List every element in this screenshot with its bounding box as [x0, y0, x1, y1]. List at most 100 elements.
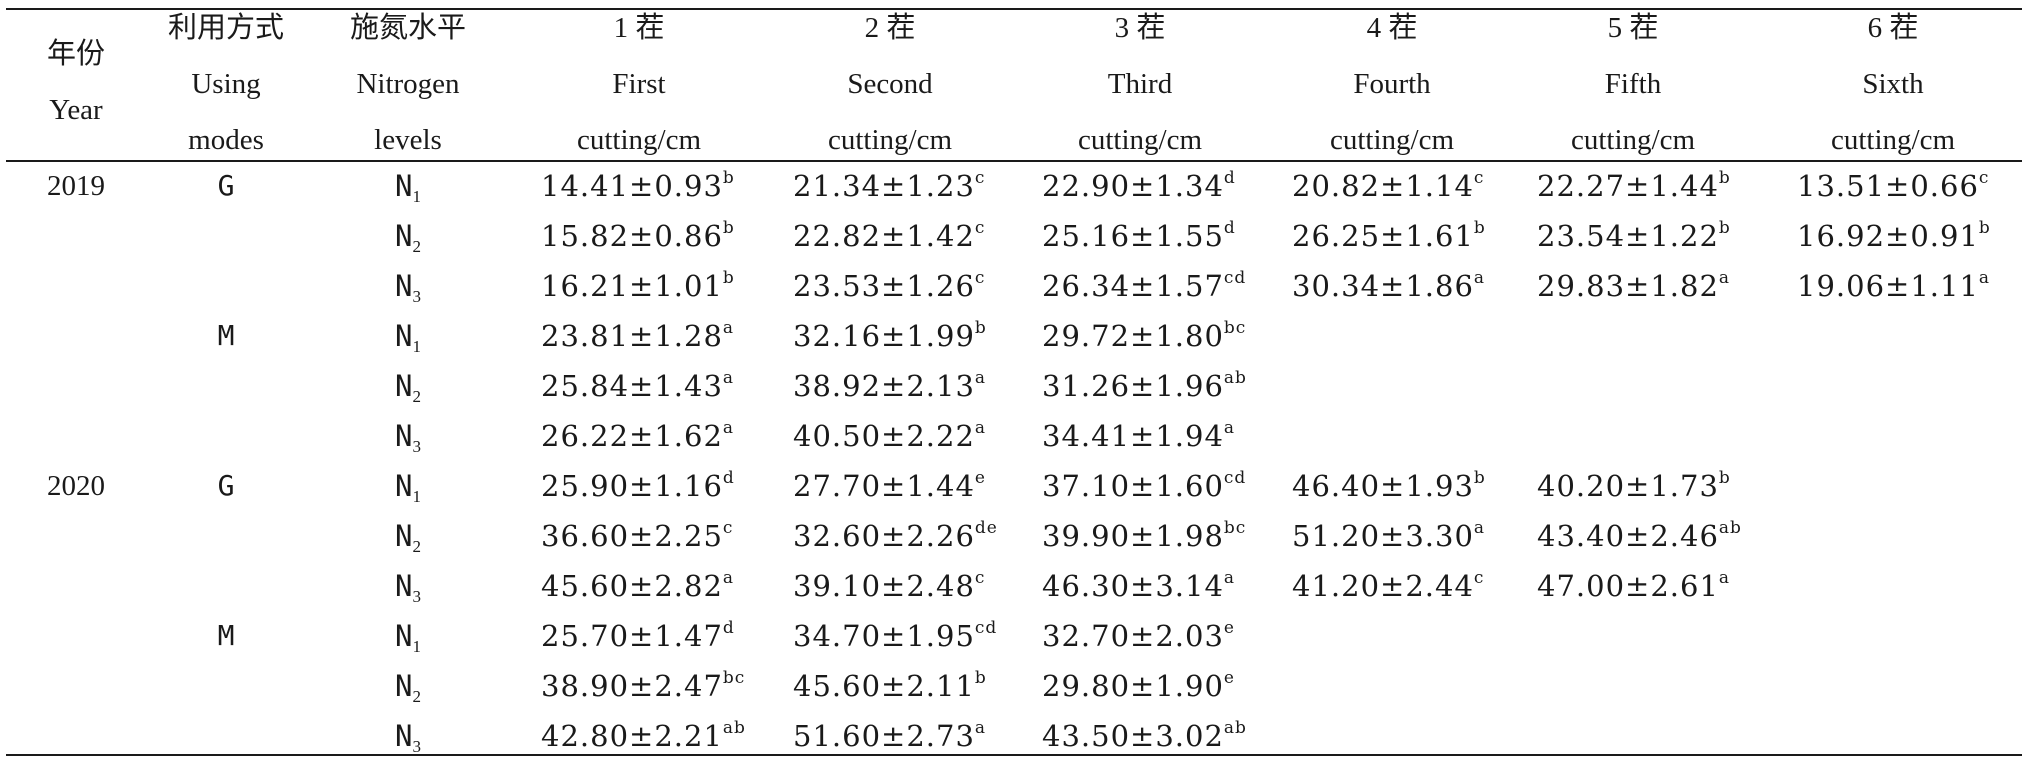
mean-sd-value: 40.20±1.73	[1537, 469, 1719, 503]
value-cell: 21.34±1.23c	[793, 170, 985, 201]
mean-sd-value: 43.40±2.46	[1537, 519, 1719, 553]
nitrogen-level-cell: N1	[395, 319, 421, 356]
mean-sd-value: 51.20±3.30	[1292, 519, 1474, 553]
mean-sd-value: 34.70±1.95	[793, 619, 975, 653]
significance-letter: bc	[722, 668, 746, 688]
mean-sd-value: 26.25±1.61	[1292, 219, 1474, 253]
significance-letter: cd	[974, 618, 998, 638]
header-cutting-6-line-2: cutting/cm	[1830, 124, 1956, 156]
significance-letter: b	[722, 268, 735, 288]
significance-letter: e	[974, 468, 986, 488]
mean-sd-value: 22.82±1.42	[793, 219, 975, 253]
mean-sd-value: 22.27±1.44	[1537, 169, 1719, 203]
significance-letter: c	[974, 218, 986, 238]
mean-sd-value: 23.53±1.26	[793, 269, 975, 303]
significance-letter: a	[1978, 268, 1991, 288]
value-cell: 26.25±1.61b	[1292, 219, 1486, 253]
significance-letter: a	[1473, 268, 1486, 288]
value-cell: 19.06±1.11a	[1797, 270, 1990, 301]
nitrogen-level-cell: N2	[395, 669, 421, 706]
significance-letter: a	[722, 368, 735, 388]
significance-letter: cd	[1223, 468, 1247, 488]
value-cell: 25.84±1.43a	[541, 370, 734, 401]
nitrogen-subscript: 3	[412, 737, 421, 756]
mean-sd-value: 39.10±2.48	[793, 569, 975, 603]
mean-sd-value: 14.41±0.93	[541, 169, 723, 203]
nitrogen-level-cell: N3	[395, 419, 421, 456]
value-cell: 30.34±1.86a	[1292, 270, 1485, 301]
significance-letter: ab	[1718, 518, 1742, 538]
significance-letter: a	[722, 418, 735, 438]
nitrogen-subscript: 2	[412, 687, 421, 706]
value-cell: 32.70±2.03e	[1042, 620, 1235, 651]
header-cutting-1-line-1: First	[612, 68, 666, 100]
nitrogen-level-cell: N2	[395, 372, 421, 406]
mean-sd-value: 29.83±1.82	[1537, 269, 1719, 303]
header-cutting-2-line-0: 2 茬	[864, 12, 916, 44]
nitrogen-symbol: N	[395, 419, 413, 453]
nitrogen-symbol: N	[395, 719, 413, 753]
header-cutting-3-line-2: cutting/cm	[1077, 124, 1203, 156]
nitrogen-symbol: N	[395, 169, 413, 203]
significance-letter: c	[1978, 168, 1990, 188]
mean-sd-value: 37.10±1.60	[1042, 469, 1224, 503]
value-cell: 51.20±3.30a	[1292, 519, 1485, 553]
header-cutting-4-line-0: 4 茬	[1366, 12, 1418, 44]
value-cell: 43.40±2.46ab	[1537, 519, 1742, 553]
value-cell: 14.41±0.93b	[541, 169, 735, 203]
value-cell: 39.10±2.48c	[793, 569, 985, 603]
mean-sd-value: 38.92±2.13	[793, 369, 975, 403]
value-cell: 34.70±1.95cd	[793, 619, 997, 653]
header-cutting-6-line-0: 6 茬	[1867, 12, 1919, 44]
value-cell: 51.60±2.73a	[793, 719, 986, 753]
mean-sd-value: 29.80±1.90	[1042, 669, 1224, 703]
mean-sd-value: 47.00±2.61	[1537, 569, 1719, 603]
header-rule	[6, 160, 2022, 162]
significance-letter: de	[974, 518, 998, 538]
value-cell: 26.34±1.57cd	[1042, 270, 1246, 301]
nitrogen-symbol: N	[395, 519, 413, 553]
significance-letter: a	[722, 568, 735, 588]
mean-sd-value: 38.90±2.47	[541, 669, 723, 703]
value-cell: 25.90±1.16d	[541, 470, 735, 501]
nitrogen-subscript: 1	[412, 637, 421, 656]
significance-letter: a	[1718, 268, 1731, 288]
significance-letter: a	[1473, 518, 1486, 538]
significance-letter: a	[974, 368, 987, 388]
header-using-modes-2: modes	[188, 124, 264, 156]
using-mode-cell: M	[217, 319, 235, 352]
nitrogen-symbol: N	[395, 319, 413, 353]
nitrogen-subscript: 2	[412, 387, 421, 406]
value-cell: 23.54±1.22b	[1537, 220, 1731, 251]
significance-letter: b	[1978, 218, 1991, 238]
significance-letter: d	[1223, 168, 1236, 188]
significance-letter: e	[1223, 668, 1235, 688]
nitrogen-subscript: 3	[412, 587, 421, 606]
significance-letter: b	[1473, 468, 1486, 488]
value-cell: 45.60±2.82a	[541, 570, 734, 601]
top-rule	[6, 8, 2022, 10]
value-cell: 46.40±1.93b	[1292, 470, 1486, 501]
using-mode-cell: G	[217, 169, 235, 202]
value-cell: 32.16±1.99b	[793, 319, 987, 353]
mean-sd-value: 40.50±2.22	[793, 419, 975, 453]
significance-letter: b	[1718, 218, 1731, 238]
header-cutting-5-line-0: 5 茬	[1607, 12, 1659, 44]
value-cell: 34.41±1.94a	[1042, 420, 1235, 451]
nitrogen-level-cell: N1	[395, 472, 421, 506]
nitrogen-symbol: N	[395, 669, 413, 703]
year-cell: 2019	[47, 170, 105, 202]
header-cutting-1-line-0: 1 茬	[613, 12, 665, 44]
header-year-1: Year	[49, 94, 103, 126]
value-cell: 40.50±2.22a	[793, 419, 986, 453]
mean-sd-value: 32.16±1.99	[793, 319, 975, 353]
mean-sd-value: 25.16±1.55	[1042, 219, 1224, 253]
significance-letter: a	[1223, 568, 1236, 588]
significance-letter: b	[974, 318, 987, 338]
mean-sd-value: 43.50±3.02	[1042, 719, 1224, 753]
significance-letter: a	[974, 718, 987, 738]
significance-letter: a	[1718, 568, 1731, 588]
mean-sd-value: 22.90±1.34	[1042, 169, 1224, 203]
mean-sd-value: 26.22±1.62	[541, 419, 723, 453]
mean-sd-value: 51.60±2.73	[793, 719, 975, 753]
